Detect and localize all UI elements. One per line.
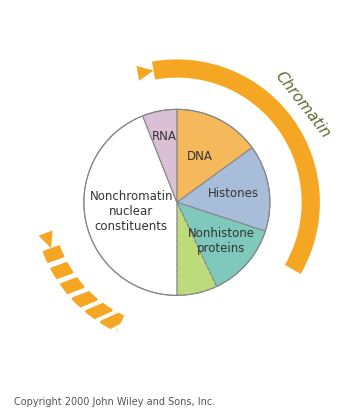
Wedge shape xyxy=(84,116,177,295)
Wedge shape xyxy=(177,148,270,231)
Text: Nonhistone
proteins: Nonhistone proteins xyxy=(187,227,255,255)
Text: Nonchromatin
nuclear
constituents: Nonchromatin nuclear constituents xyxy=(90,190,173,233)
Text: Histones: Histones xyxy=(208,187,259,200)
Wedge shape xyxy=(177,202,265,287)
Wedge shape xyxy=(177,109,252,202)
Text: Copyright 2000 John Wiley and Sons, Inc.: Copyright 2000 John Wiley and Sons, Inc. xyxy=(14,397,216,407)
Wedge shape xyxy=(143,109,177,202)
Polygon shape xyxy=(39,230,53,248)
Text: Chromatin: Chromatin xyxy=(271,69,332,141)
Text: DNA: DNA xyxy=(187,150,213,163)
Text: RNA: RNA xyxy=(152,130,177,143)
Polygon shape xyxy=(136,66,154,81)
Wedge shape xyxy=(177,202,217,295)
